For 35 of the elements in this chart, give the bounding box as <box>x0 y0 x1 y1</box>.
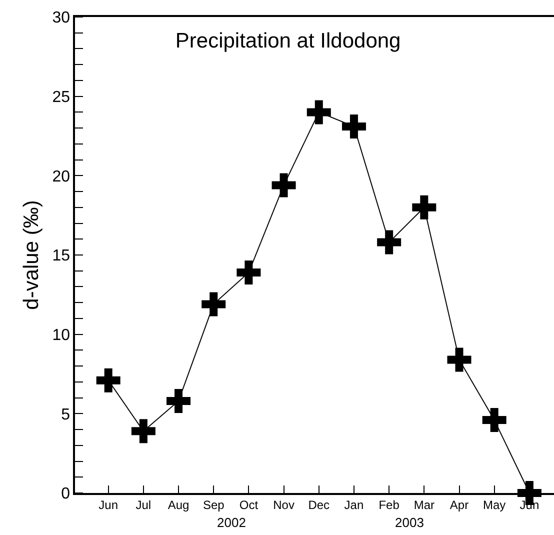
x-tick-label: Jun <box>98 498 118 512</box>
x-tick-label: May <box>483 498 506 512</box>
x-tick-label: Feb <box>378 498 400 512</box>
point <box>377 230 402 254</box>
point <box>306 100 331 124</box>
x-tick-label: Dec <box>308 498 330 512</box>
point <box>166 388 191 413</box>
point <box>96 368 120 392</box>
y-tick-label: 15 <box>52 248 70 265</box>
point <box>447 348 472 372</box>
x-tick-label: Nov <box>273 498 294 512</box>
y-tick-label: 5 <box>61 406 70 424</box>
point <box>202 292 226 316</box>
x-tick-label: Aug <box>168 498 190 512</box>
point <box>412 195 436 220</box>
x-tick-label: Mar <box>414 498 434 512</box>
point <box>272 173 296 198</box>
point <box>236 260 261 284</box>
text: Precipitation at Ildodong <box>175 29 401 52</box>
y-tick-label: 20 <box>52 168 70 186</box>
point <box>482 408 506 432</box>
y-tick-label: 30 <box>52 10 70 27</box>
point <box>342 114 366 138</box>
text: 2002 <box>217 515 246 530</box>
text: 2003 <box>395 515 424 530</box>
x-tick-label: Jul <box>136 498 152 512</box>
y-tick-label: 25 <box>52 88 70 106</box>
point <box>131 419 156 444</box>
x-tick-label: Jan <box>344 498 364 512</box>
y-axis-title: d-value (‰) <box>20 200 43 310</box>
x-tick-label: Oct <box>239 498 259 512</box>
y-tick-label: 0 <box>61 486 70 503</box>
x-tick-label: Apr <box>450 498 469 512</box>
x-tick-label: Sep <box>202 498 225 512</box>
y-tick-label: 10 <box>52 326 70 344</box>
